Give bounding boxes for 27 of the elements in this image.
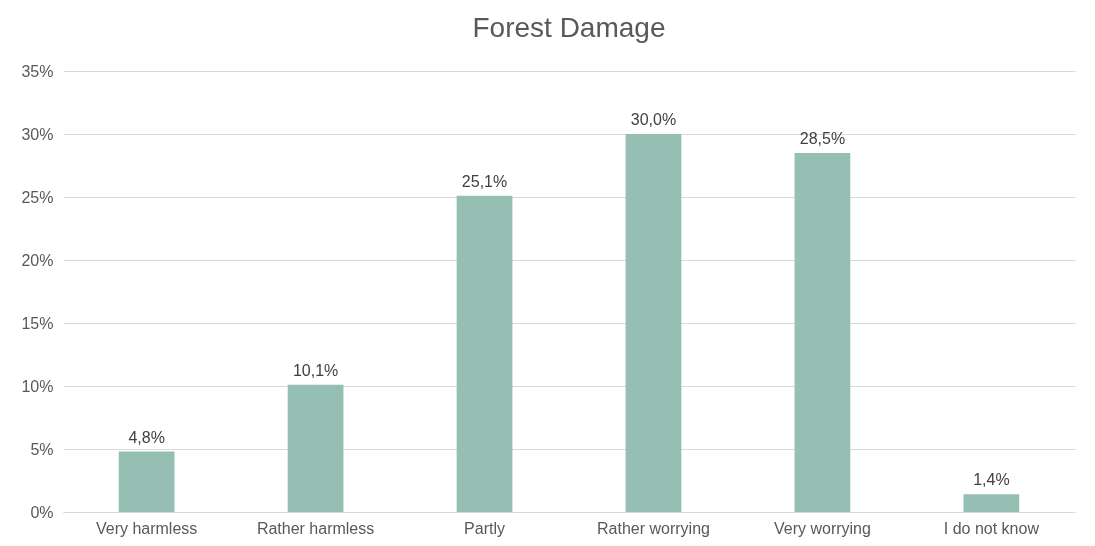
data-label: 25,1% [461,172,508,190]
bar [794,152,851,512]
y-tick-label: 30% [21,125,54,143]
x-tick-label: Rather harmless [256,519,375,537]
bar [625,134,682,512]
x-tick-label: Rather worrying [597,519,710,537]
bar [118,451,175,512]
bar [287,384,344,512]
x-tick-label: I do not know [943,519,1040,537]
x-tick-label: Partly [464,519,505,537]
y-tick-label: 10% [21,377,54,395]
data-label: 1,4% [973,471,1010,489]
data-label: 30,0% [630,111,677,128]
bar [963,494,1020,512]
x-tick-label: Very worrying [773,519,871,537]
y-tick-label: 15% [21,314,54,332]
data-label: 10,1% [292,361,339,379]
y-tick-label: 0% [30,503,54,521]
data-label: 28,5% [799,129,846,147]
bar [456,195,513,512]
x-tick-label: Very harmless [95,519,198,537]
y-tick-label: 5% [30,440,54,458]
y-tick-label: 25% [21,188,54,206]
y-tick-label: 35% [21,62,54,80]
y-tick-label: 20% [21,251,54,269]
chart-title: Forest Damage [472,12,666,43]
data-label: 4,8% [128,428,165,446]
